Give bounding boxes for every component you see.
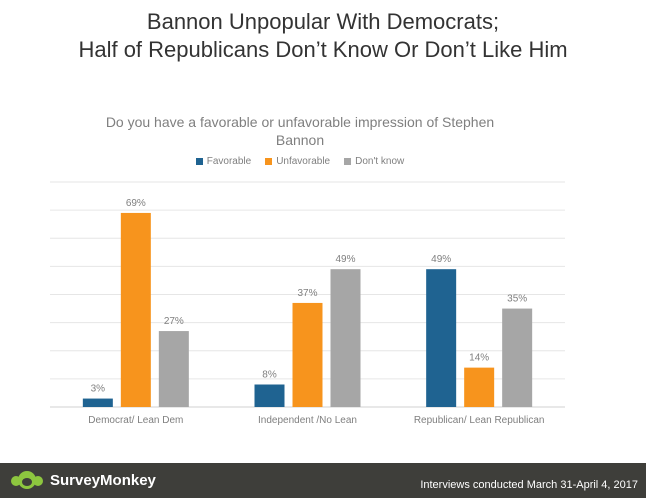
legend-item-2: Don't know (344, 156, 404, 167)
data-label: 3% (91, 384, 106, 395)
data-label: 8% (262, 370, 277, 381)
bar (330, 269, 361, 407)
bar (426, 269, 457, 407)
data-label: 37% (297, 288, 317, 299)
legend-label-2: Don't know (355, 156, 405, 167)
bar-chart: 3% 69% 27% Democrat/ Lean Dem 8% 37% 49% Indepe… (50, 181, 565, 426)
data-label: 49% (335, 254, 355, 265)
data-label: 35% (507, 294, 527, 305)
bar (82, 398, 113, 407)
monkey-logo-icon (11, 471, 43, 489)
chart-title: Do you have a favorable or unfavorable i… (105, 114, 495, 148)
chart-legend: Favorable Unfavorable Don't know (0, 156, 600, 167)
bar (158, 331, 189, 407)
footer-note: Interviews conducted March 31-April 4, 2… (420, 479, 638, 491)
bar (292, 302, 323, 407)
legend-item-0: Favorable (195, 156, 252, 167)
data-label: 49% (431, 254, 451, 265)
data-label: 69% (126, 198, 146, 209)
data-label: 14% (469, 353, 489, 364)
legend-swatch-2 (344, 158, 352, 165)
legend-label-1: Unfavorable (276, 156, 331, 167)
bar (254, 384, 285, 407)
footer-bar: SurveyMonkey Interviews conducted March … (0, 463, 646, 498)
category-label: Independent /No Lean (258, 415, 357, 426)
page-title: Bannon Unpopular With Democrats; Half of… (0, 8, 646, 64)
bar (120, 212, 151, 407)
title-line-2: Half of Republicans Don’t Know Or Don’t … (78, 37, 568, 62)
brand-name: SurveyMonkey (50, 471, 156, 489)
bar (502, 308, 533, 407)
bar (464, 367, 495, 407)
category-label: Republican/ Lean Republican (414, 415, 545, 426)
surveymonkey-logo: SurveyMonkey (10, 469, 156, 491)
data-label: 27% (164, 316, 184, 327)
legend-swatch-0 (195, 158, 203, 165)
category-label: Democrat/ Lean Dem (88, 415, 183, 426)
legend-swatch-1 (265, 158, 273, 165)
legend-label-0: Favorable (206, 156, 252, 167)
legend-item-1: Unfavorable (265, 156, 330, 167)
title-line-1: Bannon Unpopular With Democrats; (146, 9, 500, 34)
